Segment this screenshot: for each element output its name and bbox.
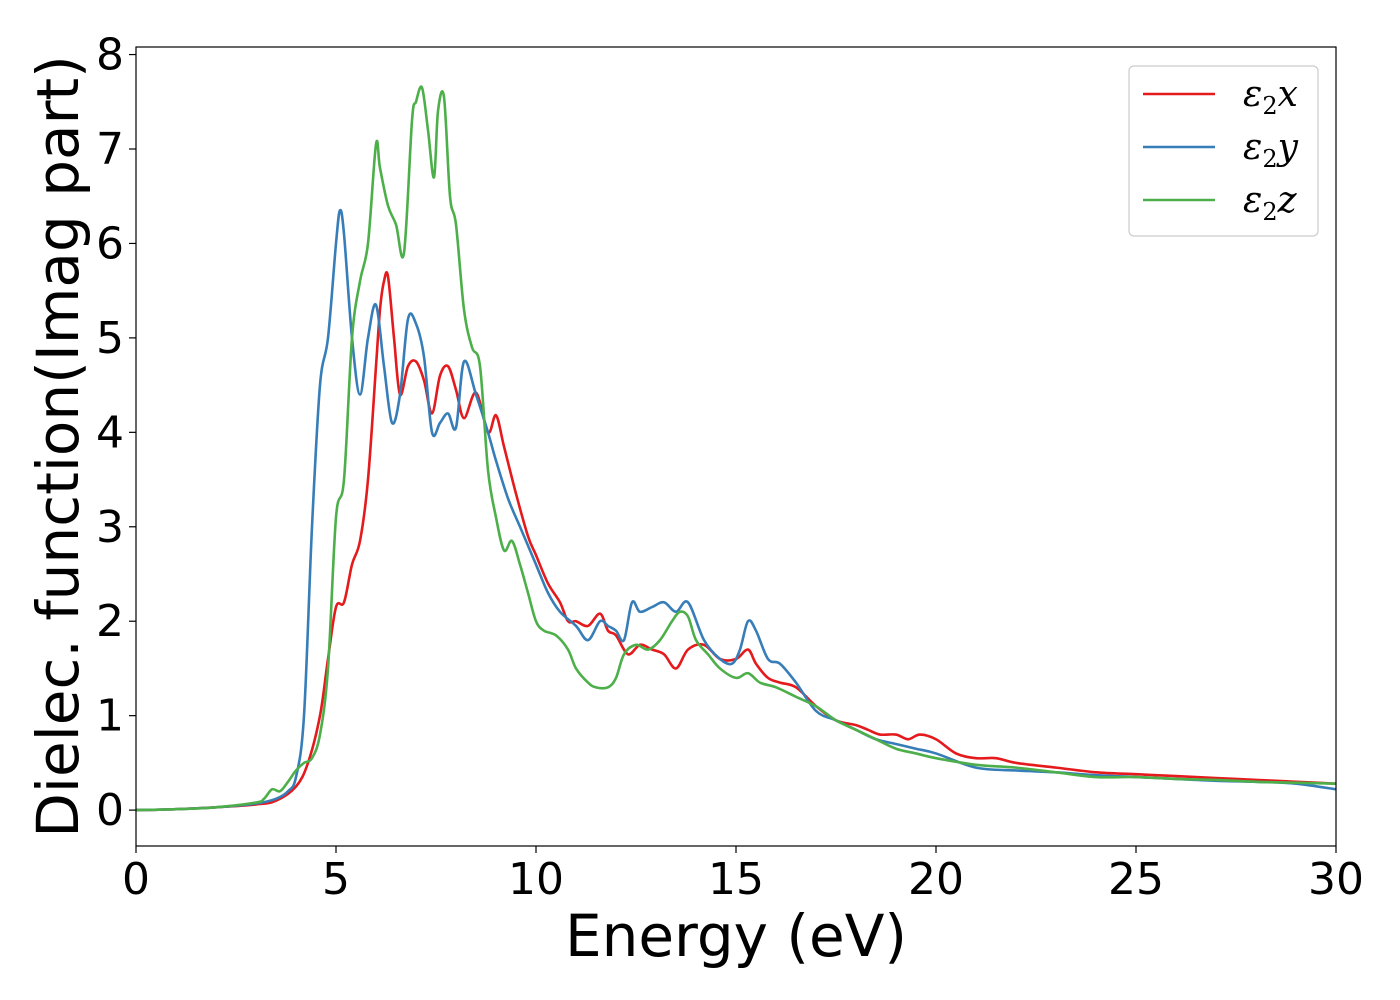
- y-tick-label: 3: [96, 502, 124, 553]
- legend-label-x: ε2x: [1243, 74, 1298, 120]
- y-tick-label: 1: [96, 691, 124, 742]
- y-tick-label: 7: [96, 124, 124, 175]
- series-line-y: [135, 208, 1337, 812]
- y-tick-label: 5: [96, 313, 124, 364]
- x-axis-ticks: 0 5 10 15 20 25 30: [122, 846, 1364, 905]
- legend-box: [1128, 65, 1319, 237]
- x-tick-label: 5: [322, 854, 350, 905]
- x-tick-label: 10: [508, 854, 564, 905]
- x-tick-label: 0: [122, 854, 150, 905]
- y-tick-label: 6: [96, 218, 124, 269]
- y-tick-label: 4: [96, 407, 124, 458]
- y-tick-label: 8: [96, 30, 124, 81]
- y-axis-title: Dielec. function(Imag part): [24, 55, 92, 838]
- x-tick-label: 25: [1108, 854, 1164, 905]
- x-axis-title: Energy (eV): [565, 902, 907, 970]
- legend: ε2x ε2y ε2z: [1128, 65, 1319, 237]
- y-tick-label: 2: [96, 596, 124, 647]
- x-tick-label: 20: [908, 854, 964, 905]
- series-line-z: [135, 85, 1337, 812]
- x-tick-label: 30: [1308, 854, 1364, 905]
- series-layer: [135, 85, 1337, 812]
- legend-label-y: ε2y: [1243, 127, 1299, 173]
- legend-label-z: ε2z: [1243, 180, 1298, 226]
- y-axis-ticks: 0 1 2 3 4 5 6 7 8: [96, 30, 136, 836]
- x-tick-label: 15: [708, 854, 764, 905]
- y-tick-label: 0: [96, 785, 124, 836]
- series-line-x: [135, 271, 1337, 812]
